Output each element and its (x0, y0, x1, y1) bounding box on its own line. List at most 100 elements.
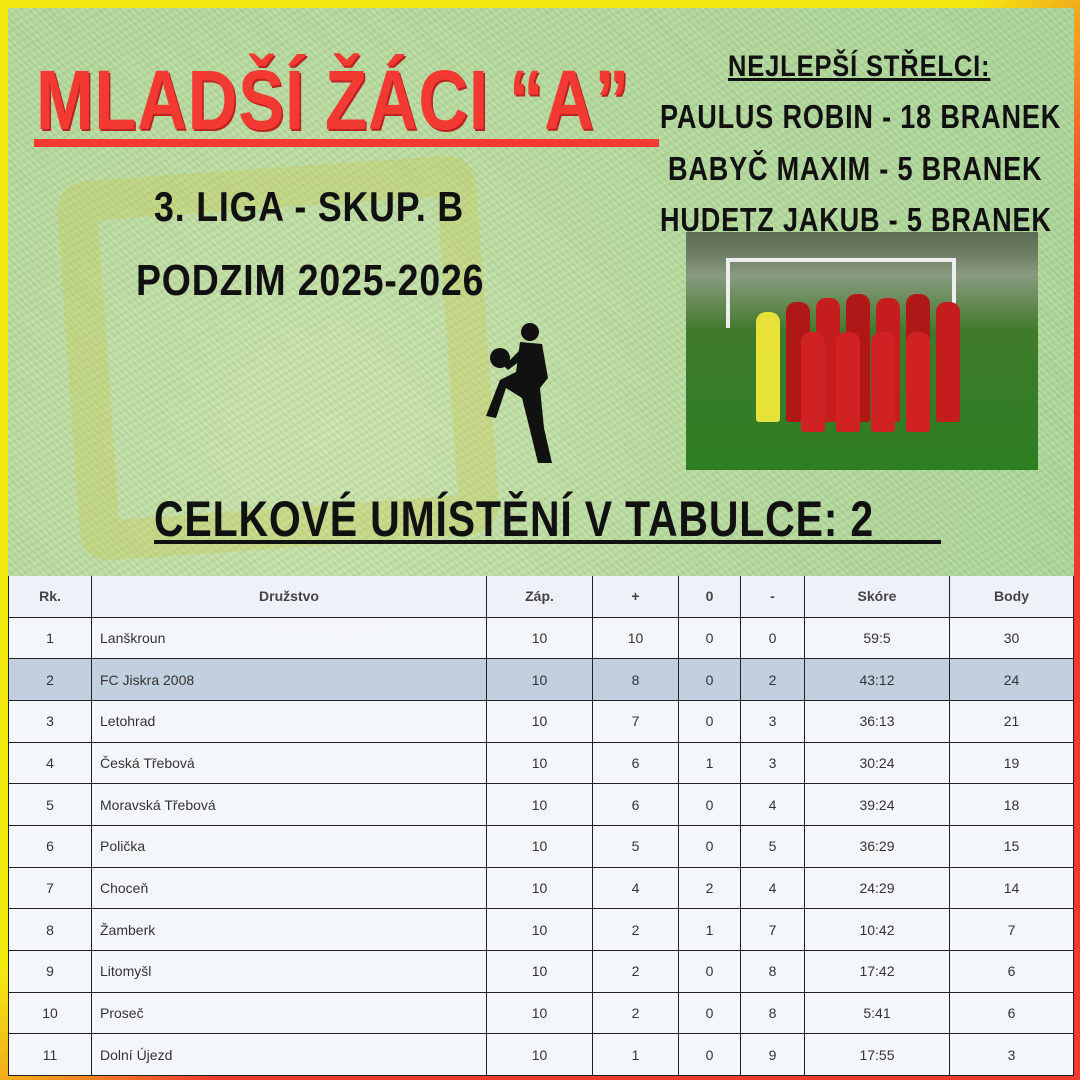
table-cell: 2 (592, 991, 679, 1035)
league-label: 3. liga - skup. B (154, 183, 465, 230)
season-label: Podzim 2025-2026 (136, 256, 485, 305)
table-cell: 8 (740, 991, 805, 1035)
table-cell: 10 (486, 950, 593, 993)
table-cell: 4 (592, 866, 679, 910)
table-cell: 7 (740, 908, 805, 951)
final-placement: Celkové umístění v tabulce: 2 (154, 491, 875, 547)
table-cell: 2 (592, 908, 679, 951)
table-cell: 10 (486, 824, 593, 868)
table-cell: 7 (949, 908, 1074, 951)
table-cell: 6 (592, 741, 679, 785)
page-title: Mladší žáci “A” (36, 53, 630, 147)
table-cell: 10:42 (804, 908, 950, 951)
table-cell: 1 (678, 908, 741, 951)
poster: Mladší žáci “A” 3. liga - skup. B Podzim… (8, 8, 1074, 1076)
table-cell: 4 (740, 783, 805, 826)
table-row: 10 Proseč 10 2 0 8 5:41 6 (8, 991, 1074, 1035)
team-name: FC Jiskra 2008 (91, 658, 487, 701)
table-cell: 5 (592, 824, 679, 868)
table-cell: 10 (486, 991, 593, 1035)
table-cell: 43:12 (804, 658, 950, 701)
top-scorers-heading: Nejlepší střelci: (728, 50, 991, 83)
table-cell: 24 (949, 658, 1074, 701)
table-cell: 9 (740, 1033, 805, 1076)
table-cell: 6 (8, 824, 92, 868)
team-name: Choceň (91, 866, 487, 910)
team-name: Polička (91, 824, 487, 868)
table-cell: 6 (592, 783, 679, 826)
placement-underline (154, 540, 941, 544)
table-cell: 1 (8, 616, 92, 660)
table-cell: 0 (678, 824, 741, 868)
table-header-row: Rk. Družstvo Záp. +0- Skóre Body (8, 576, 1074, 618)
team-name: Litomyšl (91, 950, 487, 993)
table-cell: 59:5 (804, 616, 950, 660)
table-cell: 3 (740, 741, 805, 785)
table-cell: 19 (949, 741, 1074, 785)
table-row: 3 Letohrad 10 7 0 3 36:13 21 (8, 699, 1074, 743)
top-scorer: Paulus Robin - 18 branek (660, 98, 1062, 135)
table-cell: 0 (678, 991, 741, 1035)
table-cell: 30:24 (804, 741, 950, 785)
table-cell: 5 (740, 824, 805, 868)
column-header: - (740, 576, 805, 618)
table-cell: 0 (740, 616, 805, 660)
table-cell: 0 (678, 950, 741, 993)
table-cell: 1 (678, 741, 741, 785)
table-cell: 4 (740, 866, 805, 910)
table-cell: 11 (8, 1033, 92, 1076)
table-cell: 9 (8, 950, 92, 993)
table-cell: 15 (949, 824, 1074, 868)
table-cell: 10 (486, 908, 593, 951)
table-cell: 8 (740, 950, 805, 993)
table-row: 6 Polička 10 5 0 5 36:29 15 (8, 824, 1074, 868)
table-cell: 39:24 (804, 783, 950, 826)
table-cell: 5 (8, 783, 92, 826)
table-cell: 24:29 (804, 866, 950, 910)
table-cell: 6 (949, 991, 1074, 1035)
table-cell: 0 (678, 699, 741, 743)
football-player-icon (486, 323, 552, 463)
table-cell: 4 (8, 741, 92, 785)
table-cell: 21 (949, 699, 1074, 743)
top-scorer: Babyč Maxim - 5 branek (668, 150, 1043, 187)
table-cell: 10 (486, 866, 593, 910)
table-cell: 3 (740, 699, 805, 743)
table-cell: 5:41 (804, 991, 950, 1035)
column-header: Body (949, 576, 1074, 618)
table-cell: 10 (486, 783, 593, 826)
team-name: Žamberk (91, 908, 487, 951)
table-row: 7 Choceň 10 4 2 4 24:29 14 (8, 866, 1074, 910)
table-cell: 7 (8, 866, 92, 910)
table-cell: 1 (592, 1033, 679, 1076)
table-cell: 10 (8, 991, 92, 1035)
table-cell: 2 (8, 658, 92, 701)
table-cell: 36:13 (804, 699, 950, 743)
team-name: Dolní Újezd (91, 1033, 487, 1076)
table-cell: 14 (949, 866, 1074, 910)
table-cell: 7 (592, 699, 679, 743)
team-name: Česká Třebová (91, 741, 487, 785)
table-cell: 30 (949, 616, 1074, 660)
table-cell: 2 (740, 658, 805, 701)
table-cell: 3 (8, 699, 92, 743)
table-cell: 0 (678, 783, 741, 826)
column-header: Rk. (8, 576, 92, 618)
team-name: Moravská Třebová (91, 783, 487, 826)
table-cell: 18 (949, 783, 1074, 826)
team-name: Lanškroun (91, 616, 487, 660)
standings-table: Rk. Družstvo Záp. +0- Skóre Body 1 Lanškroun 10… (8, 576, 1074, 1076)
table-cell: 17:55 (804, 1033, 950, 1076)
column-header: Skóre (804, 576, 950, 618)
team-photo (686, 232, 1038, 470)
table-cell: 10 (486, 741, 593, 785)
table-cell: 17:42 (804, 950, 950, 993)
table-cell: 2 (592, 950, 679, 993)
table-row: 1 Lanškroun 10 10 0 0 59:5 30 (8, 616, 1074, 660)
table-cell: 8 (8, 908, 92, 951)
table-cell: 2 (678, 866, 741, 910)
team-name: Proseč (91, 991, 487, 1035)
table-cell: 8 (592, 658, 679, 701)
table-row: 4 Česká Třebová 10 6 1 3 30:24 19 (8, 741, 1074, 785)
table-row: 8 Žamberk 10 2 1 7 10:42 7 (8, 908, 1074, 951)
